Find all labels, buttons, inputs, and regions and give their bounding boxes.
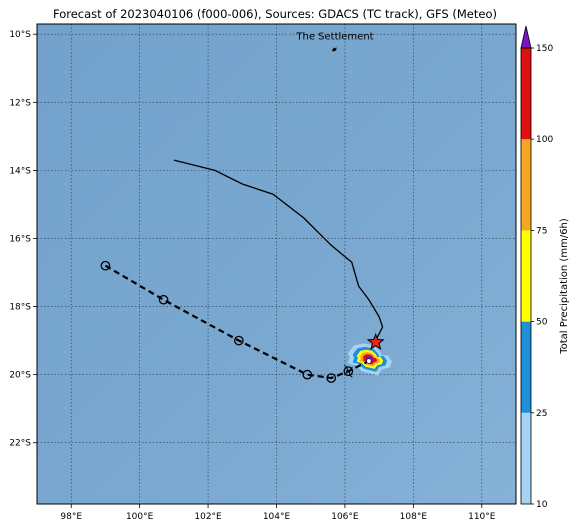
colorbar-tick-label: 50	[536, 318, 548, 328]
forecast-point-marker	[326, 373, 337, 383]
colorbar-label: Total Precipitation (mm/6h)	[559, 218, 570, 355]
colorbar-segment	[521, 139, 531, 231]
colorbar: 10 25 50 75 100 150 Total Precipitation (mm/6h…	[520, 25, 570, 510]
colorbar-tick-label: 100	[536, 135, 553, 145]
observed-track-line	[173, 159, 384, 341]
y-tick-label: 14°S	[9, 166, 31, 176]
colorbar-tick-label: 25	[536, 409, 547, 419]
x-tick-label: 104°E	[263, 512, 291, 522]
longitude-ticks: 98°E 100°E 102°E 104°E 106°E 108°E 110°E	[60, 504, 496, 522]
forecast-point-marker	[302, 369, 313, 380]
colorbar-segment	[521, 412, 531, 504]
forecast-point-marker	[234, 335, 244, 346]
x-tick-label: 106°E	[331, 512, 359, 522]
colorbar-segment	[521, 230, 531, 322]
colorbar-tick-label: 75	[536, 226, 547, 236]
colorbar-frame	[520, 47, 532, 505]
colorbar-extend-arrow	[520, 25, 532, 49]
x-tick-label: 100°E	[126, 512, 154, 522]
y-tick-label: 20°S	[9, 371, 31, 381]
current-position-star-icon	[366, 332, 385, 350]
y-tick-label: 16°S	[9, 234, 31, 244]
forecast-point-marker	[158, 294, 169, 305]
graticule	[37, 24, 516, 504]
cyclone-tracks	[100, 159, 385, 383]
x-tick-label: 98°E	[60, 512, 82, 522]
y-tick-label: 10°S	[9, 30, 31, 40]
y-tick-label: 18°S	[9, 303, 31, 313]
place-markers: The Settlement	[295, 32, 374, 52]
x-tick-label: 102°E	[194, 512, 222, 522]
y-tick-label: 12°S	[9, 98, 31, 108]
place-label: The Settlement	[295, 32, 373, 43]
forecast-center-marker	[366, 358, 372, 364]
forecast-track-line	[104, 264, 370, 380]
island-shape	[331, 46, 337, 52]
colorbar-segment	[521, 48, 531, 140]
x-tick-label: 108°E	[400, 512, 428, 522]
colorbar-tick-label: 10	[536, 500, 548, 510]
x-tick-label: 110°E	[468, 512, 496, 522]
latitude-ticks: 10°S 12°S 14°S 16°S 18°S 20°S 22°S	[9, 30, 37, 449]
forecast-point-marker	[100, 260, 111, 271]
y-tick-label: 22°S	[9, 439, 31, 449]
colorbar-tick-label: 150	[536, 44, 553, 54]
colorbar-segment	[521, 321, 531, 413]
forecast-point-marker	[343, 366, 354, 377]
cyclone-symbol-icon	[343, 364, 353, 378]
figure-title: Forecast of 2023040106 (f000-006), Sourc…	[53, 7, 497, 21]
